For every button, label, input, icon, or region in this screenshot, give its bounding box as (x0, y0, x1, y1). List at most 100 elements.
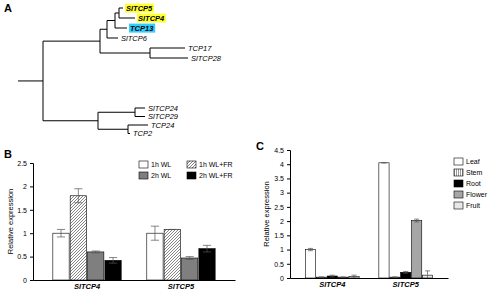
legend-swatch (454, 191, 463, 198)
panel-title: B (4, 148, 12, 160)
y-tick: 2.5 (17, 160, 33, 167)
tree-branch (18, 80, 43, 81)
bar (105, 260, 121, 280)
tree-labels: SlTCP5SlTCP4TCP13SlTCP6TCP17SlTCP28SlTCP… (121, 4, 222, 139)
tick-mark (287, 235, 290, 236)
error-bar (151, 226, 159, 240)
tick-label: 3.5 (274, 175, 284, 182)
error-bar (319, 276, 324, 278)
tree-junction (135, 108, 136, 117)
x-tick: SlTCP5 (393, 278, 420, 289)
tick-label: 3 (280, 189, 284, 196)
error-bar (403, 271, 408, 273)
tick-mark (287, 221, 290, 222)
bar (305, 250, 315, 278)
y-tick: 0.5 (17, 253, 33, 260)
y-axis: 0 0.5 1 1.5 2 2.5 (17, 160, 33, 284)
tree-branch (150, 58, 188, 59)
tree-branch (43, 120, 98, 121)
y-tick: 3.5 (274, 175, 290, 182)
tick-label: 0 (280, 275, 284, 282)
axis-line (34, 280, 236, 281)
bar (147, 233, 163, 280)
legend-label: 1h WL (151, 161, 171, 168)
tick-label: SlTCP5 (393, 280, 420, 289)
panel-title: C (256, 140, 264, 152)
tree-branch (107, 38, 118, 39)
legend: LeafStemRootFlowerFruit (454, 158, 488, 209)
tick-label: 4 (280, 161, 284, 168)
leaf-label: TCP24 (151, 121, 174, 130)
legend-swatch (139, 172, 148, 179)
error-bar (425, 271, 430, 278)
plot-marks (53, 189, 215, 280)
tick-label: SlTCP5 (168, 282, 195, 291)
x-axis: SlTCP4SlTCP5 (34, 280, 236, 291)
y-tick: 0 (280, 275, 290, 282)
bar-panel: C00.511.522.533.544.5SlTCP4SlTCP5Relativ… (256, 140, 488, 289)
tree-junction (107, 21, 108, 39)
y-tick: 2 (280, 218, 290, 225)
tree-junction (115, 13, 116, 28)
tick-label: SlTCP4 (319, 280, 346, 289)
tree-junction (100, 29, 101, 53)
legend: 1h WL1h WL+FR2h WL2h WL+FR (139, 161, 233, 179)
bar (181, 258, 197, 280)
tick-label: 2 (23, 183, 27, 190)
y-axis-title: Relative expression (6, 189, 15, 254)
legend-label: 1h WL+FR (199, 161, 233, 168)
error-bar (203, 245, 211, 252)
legend-label: Fruit (466, 202, 480, 209)
bar (316, 277, 326, 278)
tick-label: 1 (23, 230, 27, 237)
tree-branch (115, 13, 119, 14)
legend-swatch (454, 202, 463, 209)
bar (327, 276, 337, 278)
tree-branch (98, 112, 135, 113)
tick-mark (30, 233, 33, 234)
legend-swatch (454, 180, 463, 187)
error-bar (381, 162, 386, 163)
leaf-label: SlTCP4 (138, 14, 165, 23)
x-axis: SlTCP4 SlTCP5 (291, 278, 449, 289)
error-bar (57, 229, 65, 236)
error-bar (74, 189, 82, 203)
bar-panel: B 0 0.5 1 1.5 2 2.5 SlTCP4SlTCP5 Relative expres… (4, 148, 236, 291)
tick-mark (287, 250, 290, 251)
tick-label: 2 (280, 218, 284, 225)
error-bar (351, 275, 356, 278)
tree-branch (135, 108, 145, 109)
tick-label: 0 (23, 277, 27, 284)
tree-junction (128, 125, 129, 134)
y-tick: 4 (280, 161, 290, 168)
tick-label: 4.5 (274, 147, 284, 154)
leaf-label: SlTCP5 (126, 4, 153, 13)
error-bar (109, 258, 117, 264)
legend-label: Flower (466, 191, 488, 198)
tree-panel: ASlTCP5SlTCP4TCP13SlTCP6TCP17SlTCP28SlTC… (4, 2, 222, 138)
y-tick: 2.5 (274, 204, 290, 211)
tree-branch (100, 53, 150, 54)
y-tick: 1.5 (17, 207, 33, 214)
leaf-label: TCP2 (133, 129, 153, 138)
tree-branch (128, 133, 130, 134)
x-tick: SlTCP5 (168, 280, 195, 291)
tick-label: 2.5 (274, 204, 284, 211)
legend-label: Stem (466, 169, 483, 176)
tree-branch (128, 125, 148, 126)
tree-branch (119, 8, 123, 9)
tree-branch (100, 29, 107, 30)
tick-mark (30, 280, 33, 281)
bar (199, 249, 215, 280)
bar (390, 277, 400, 278)
tick-label: 2.5 (17, 160, 27, 167)
tree-branch (107, 20, 115, 21)
axis-line (30, 164, 34, 281)
plot-marks (305, 163, 432, 278)
tick-mark (30, 186, 33, 187)
tree-branches (18, 8, 188, 134)
y-tick: 0.5 (274, 261, 290, 268)
tree-junction (119, 8, 120, 18)
tick-mark (287, 164, 290, 165)
tick-mark (287, 178, 290, 179)
